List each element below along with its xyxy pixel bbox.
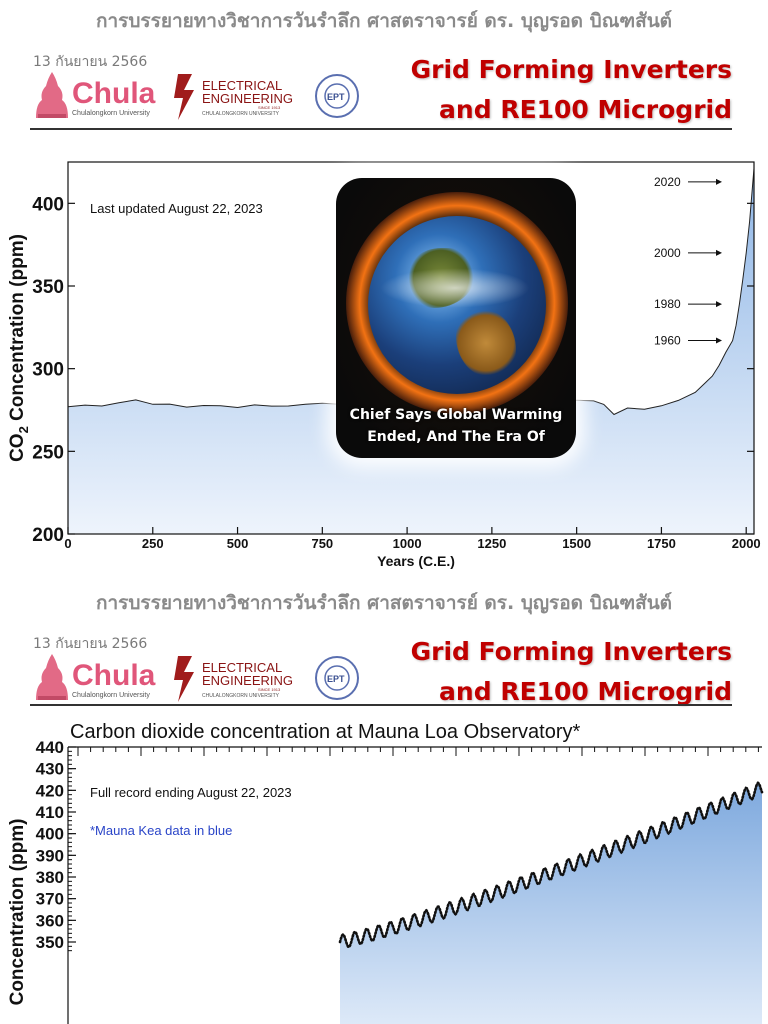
talk-title: Grid Forming Inverters and RE100 Microgr…: [411, 50, 732, 130]
ee-logo-line2: ENGINEERING: [202, 91, 293, 106]
y-tick-label: 380: [36, 868, 64, 887]
x-tick-label: 1250: [477, 536, 506, 551]
talk-title-line2: and RE100 Microgrid: [439, 677, 732, 706]
logo-bar: Chula Chulalongkorn University ELECTRICA…: [36, 654, 359, 702]
co2-history-area: [68, 168, 754, 534]
chart2-annotation: Full record ending August 22, 2023: [90, 785, 292, 800]
chart2-title: Carbon dioxide concentration at Mauna Lo…: [70, 721, 581, 743]
y-axis-label: CO2 Concentration (ppm): [7, 234, 31, 462]
chula-logo-sub: Chulalongkorn University: [72, 692, 150, 699]
x-tick-label: 1000: [393, 536, 422, 551]
y-tick-label: 350: [36, 933, 64, 952]
year-arrow-label: 1960: [654, 334, 681, 348]
ee-logo-since: SINCE 1913: [258, 105, 281, 110]
chula-logo-sub: Chulalongkorn University: [72, 110, 150, 117]
x-tick-label: 1500: [562, 536, 591, 551]
ee-logo-since: SINCE 1913: [258, 687, 281, 692]
photo-caption: Chief Says Global Warming Ended, And The…: [349, 407, 563, 445]
x-axis-label: Years (C.E.): [377, 553, 455, 569]
chula-logo-text: Chula: [72, 659, 156, 692]
y-axis-label: Concentration (ppm): [7, 819, 28, 1006]
y-tick-label: 400: [32, 194, 64, 215]
mauna-loa-series: [338, 781, 764, 949]
talk-title-line1: Grid Forming Inverters: [410, 637, 732, 666]
ept-logo-icon: [315, 74, 359, 118]
ee-logo-sub: CHULALONGKORN UNIVERSITY: [202, 111, 280, 117]
ee-logo-line1: ELECTRICAL: [202, 78, 282, 93]
chula-logo-text: Chula: [72, 77, 156, 110]
x-tick-label: 750: [311, 536, 333, 551]
mauna-loa-area: [340, 782, 762, 1024]
y-tick-label: 360: [36, 911, 64, 930]
ee-bolt-icon: [174, 74, 194, 120]
lecture-date: 13 กันยายน 2566: [33, 636, 148, 652]
talk-title-line2: and RE100 Microgrid: [439, 95, 732, 124]
year-arrow-head: [716, 301, 722, 308]
slide-2: การบรรยายทางวิชาการวันรำลึก ศาสตราจารย์ …: [0, 582, 768, 1024]
lecture-title: การบรรยายทางวิชาการวันรำลึก ศาสตราจารย์ …: [95, 592, 673, 614]
lecture-title: การบรรยายทางวิชาการวันรำลึก ศาสตราจารย์ …: [95, 10, 673, 32]
mauna-loa-chart: Carbon dioxide concentration at Mauna Lo…: [7, 721, 764, 1024]
ept-logo-icon: [315, 656, 359, 700]
header-divider: [30, 128, 732, 130]
y-tick-label: 400: [36, 825, 64, 844]
y-tick-label: 350: [32, 277, 64, 298]
x-tick-label: 1750: [647, 536, 676, 551]
slide-1: การบรรยายทางวิชาการวันรำลึก ศาสตราจารย์ …: [7, 10, 761, 569]
axis-ticks: 350 360 370 380 390 400 410 420 430 440: [36, 738, 759, 952]
chula-seal-icon: [36, 654, 68, 700]
burning-earth-photo: Chief Says Global Warming Ended, And The…: [336, 178, 576, 458]
y-tick-label: 300: [32, 360, 64, 381]
ee-logo-sub: CHULALONGKORN UNIVERSITY: [202, 693, 280, 699]
plot-frame: [67, 161, 755, 535]
year-arrow-label: 1980: [654, 297, 681, 311]
year-arrow-label: 2020: [654, 175, 681, 189]
y-tick-label: 410: [36, 803, 64, 822]
year-arrow-head: [716, 178, 722, 185]
year-arrow-head: [716, 337, 722, 344]
co2-history-chart: 0 250 500 750 1000 1250 1500 1750 2000 200 250 300 3…: [7, 161, 761, 569]
ee-logo-line1: ELECTRICAL: [202, 660, 282, 675]
y-tick-label: 370: [36, 890, 64, 909]
y-tick-label: 200: [32, 525, 64, 546]
logo-bar: Chula Chulalongkorn University ELECTRICA…: [36, 72, 359, 120]
talk-title: Grid Forming Inverters and RE100 Microgr…: [411, 632, 732, 712]
ee-bolt-icon: [174, 656, 194, 702]
year-arrow-label: 2000: [654, 246, 681, 260]
header-divider: [30, 704, 732, 706]
y-tick-label: 430: [36, 760, 64, 779]
y-tick-label: 390: [36, 846, 64, 865]
x-tick-label: 0: [64, 536, 71, 551]
x-tick-label: 2000: [732, 536, 761, 551]
chart2-note: *Mauna Kea data in blue: [90, 823, 232, 838]
y-tick-label: 440: [36, 738, 64, 757]
chula-seal-icon: [36, 72, 68, 118]
axis-ticks: 0 250 500 750 1000 1250 1500 1750 2000 200 250 300 3…: [32, 175, 760, 551]
year-arrow-head: [716, 249, 722, 256]
lecture-date: 13 กันยายน 2566: [33, 54, 148, 70]
ept-logo-text: EPT: [327, 92, 345, 102]
y-tick-label: 250: [32, 442, 64, 463]
ept-logo-text: EPT: [327, 674, 345, 684]
talk-title-line1: Grid Forming Inverters: [410, 55, 732, 84]
ee-logo-line2: ENGINEERING: [202, 673, 293, 688]
y-tick-label: 420: [36, 781, 64, 800]
chart1-annotation: Last updated August 22, 2023: [90, 201, 263, 216]
x-tick-label: 500: [227, 536, 249, 551]
x-tick-label: 250: [142, 536, 164, 551]
